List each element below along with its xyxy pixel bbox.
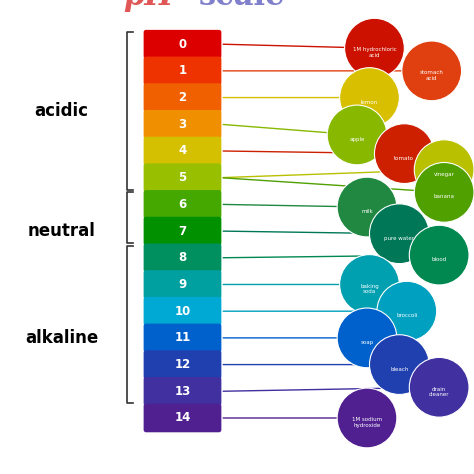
Ellipse shape (337, 308, 397, 368)
FancyBboxPatch shape (144, 56, 221, 85)
Text: 7: 7 (178, 225, 187, 237)
Ellipse shape (409, 225, 469, 285)
Text: 3: 3 (178, 118, 187, 131)
FancyBboxPatch shape (144, 350, 221, 379)
Ellipse shape (409, 357, 469, 417)
Text: alkaline: alkaline (25, 329, 98, 347)
Text: scale: scale (199, 0, 285, 12)
Text: 11: 11 (174, 331, 191, 345)
Text: 12: 12 (174, 358, 191, 371)
FancyBboxPatch shape (144, 377, 221, 406)
Ellipse shape (339, 68, 399, 128)
Ellipse shape (414, 163, 474, 222)
FancyBboxPatch shape (144, 324, 221, 352)
Text: 5: 5 (178, 171, 187, 184)
FancyBboxPatch shape (144, 244, 221, 272)
Text: stomach
acid: stomach acid (420, 70, 444, 81)
Ellipse shape (374, 124, 434, 183)
Text: 8: 8 (178, 251, 187, 264)
FancyBboxPatch shape (144, 83, 221, 112)
Text: lemon: lemon (361, 100, 378, 105)
Ellipse shape (377, 282, 437, 341)
FancyBboxPatch shape (144, 270, 221, 299)
Text: 14: 14 (174, 411, 191, 425)
Text: broccoli: broccoli (396, 313, 418, 318)
FancyBboxPatch shape (144, 297, 221, 326)
FancyBboxPatch shape (144, 164, 221, 192)
Text: pure water: pure water (384, 236, 414, 241)
Text: 1M hydrochloric
acid: 1M hydrochloric acid (353, 47, 396, 58)
Ellipse shape (345, 18, 404, 78)
Ellipse shape (402, 41, 462, 101)
Text: 6: 6 (178, 198, 187, 211)
Ellipse shape (370, 204, 429, 264)
Text: 2: 2 (178, 91, 187, 104)
Ellipse shape (370, 335, 429, 394)
Ellipse shape (339, 255, 399, 314)
Ellipse shape (337, 177, 397, 237)
FancyBboxPatch shape (144, 190, 221, 219)
Text: 0: 0 (178, 37, 187, 51)
FancyBboxPatch shape (144, 30, 221, 58)
Text: neutral: neutral (27, 222, 96, 240)
FancyBboxPatch shape (144, 137, 221, 165)
Text: vinegar: vinegar (434, 172, 455, 177)
Text: 9: 9 (178, 278, 187, 291)
Text: banana: banana (434, 194, 455, 200)
Text: bleach: bleach (390, 366, 409, 372)
Text: 1: 1 (178, 64, 187, 77)
Text: tomato: tomato (394, 155, 414, 161)
Text: drain
cleaner: drain cleaner (429, 387, 449, 397)
Ellipse shape (337, 388, 397, 448)
Text: acidic: acidic (35, 102, 89, 120)
Text: 4: 4 (178, 145, 187, 157)
Text: soap: soap (360, 340, 374, 345)
Text: apple: apple (349, 137, 365, 142)
FancyBboxPatch shape (144, 217, 221, 246)
Text: 10: 10 (174, 305, 191, 318)
Text: milk: milk (361, 209, 373, 214)
Text: blood: blood (431, 257, 447, 262)
FancyBboxPatch shape (144, 404, 221, 432)
Text: baking
soda: baking soda (360, 284, 379, 294)
Text: pH: pH (123, 0, 173, 12)
Text: 13: 13 (174, 385, 191, 398)
FancyBboxPatch shape (144, 110, 221, 138)
Ellipse shape (327, 105, 387, 165)
Ellipse shape (414, 140, 474, 200)
Text: 1M sodium
hydroxide: 1M sodium hydroxide (352, 417, 382, 428)
